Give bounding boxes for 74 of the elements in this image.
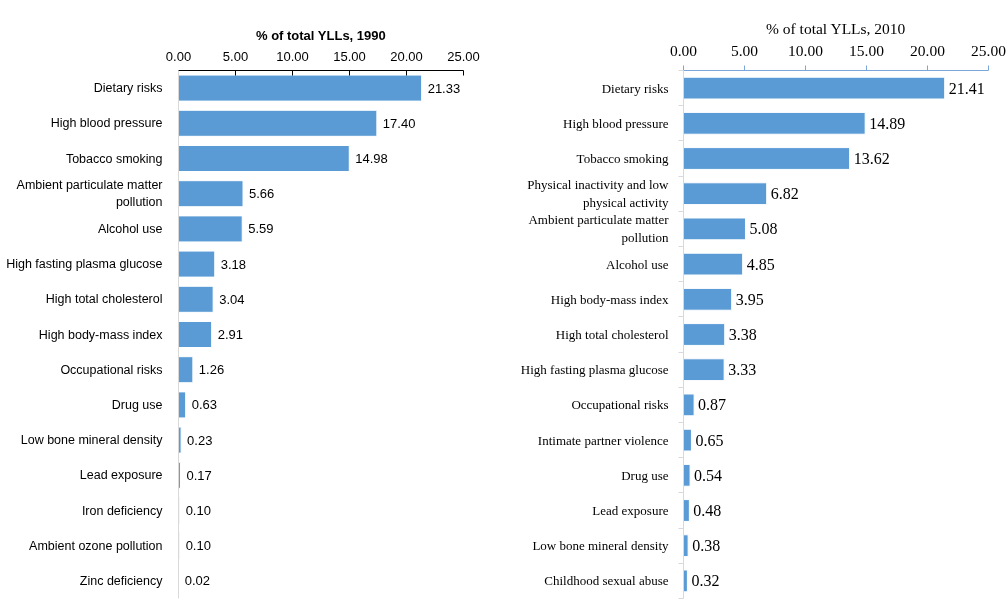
y-tick-label: Lead exposure xyxy=(592,503,669,518)
data-label: 13.62 xyxy=(853,150,890,167)
y-tick-label: Occupational risks xyxy=(571,397,669,413)
y-tick-label: High blood pressure xyxy=(563,115,669,131)
y-tick-label: Drug use xyxy=(621,467,669,483)
x-tick-label: 15.00 xyxy=(849,41,885,59)
data-label: 3.38 xyxy=(728,326,757,343)
y-tick-label: High body-mass index xyxy=(550,291,669,307)
data-label: 0.65 xyxy=(695,431,724,449)
y-tick-label: Dietary risks xyxy=(601,80,669,96)
y-tick-label: Ambient particulate matter pollution xyxy=(528,212,670,246)
y-tick-label: Ambient ozone pollution xyxy=(29,538,163,553)
x-tick-label: 15.00 xyxy=(333,48,366,64)
y-tick-label: Ambient particulate matter pollution xyxy=(16,178,163,210)
data-label: 1.26 xyxy=(198,362,225,378)
data-label: 0.54 xyxy=(694,466,723,484)
x-tick-label: 25.00 xyxy=(971,41,1007,59)
y-tick-label: High body-mass index xyxy=(38,327,164,342)
data-label: 0.10 xyxy=(185,503,211,518)
data-label: 0.48 xyxy=(693,502,722,519)
y-tick-label: Intimate partner violence xyxy=(537,432,669,448)
data-label: 5.66 xyxy=(249,186,275,202)
x-axis-title: % of total YLLs, 1990 xyxy=(255,27,386,43)
y-tick-label: Tobacco smoking xyxy=(65,151,163,166)
data-label: 14.98 xyxy=(355,151,388,166)
data-label: 5.08 xyxy=(749,220,778,238)
data-label: 14.89 xyxy=(869,114,906,132)
y-tick-label: High fasting plasma glucose xyxy=(520,362,669,378)
x-tick-label: 20.00 xyxy=(390,48,423,64)
data-label: 4.85 xyxy=(746,255,775,273)
y-tick-label: Low bone mineral density xyxy=(20,433,164,448)
y-tick-label: Occupational risks xyxy=(60,362,163,377)
y-tick-label: High fasting plasma glucose xyxy=(6,257,163,272)
data-label: 21.33 xyxy=(427,80,461,96)
data-label: 3.95 xyxy=(735,290,764,308)
y-tick-label: High total cholesterol xyxy=(555,327,669,342)
data-label: 0.38 xyxy=(692,537,721,555)
data-label: 3.18 xyxy=(220,256,247,272)
x-tick-label: 25.00 xyxy=(447,48,480,64)
y-tick-label: Iron deficiency xyxy=(81,503,164,518)
x-tick-label: 5.00 xyxy=(730,41,759,59)
x-axis-title: % of total YLLs, 2010 xyxy=(766,19,906,37)
x-tick-label: 20.00 xyxy=(910,41,946,59)
data-label: 0.87 xyxy=(698,396,727,414)
data-label: 0.17 xyxy=(186,467,212,483)
y-tick-label: High blood pressure xyxy=(50,116,163,131)
y-tick-label: Lead exposure xyxy=(79,468,163,483)
data-label: 17.40 xyxy=(382,115,416,131)
data-label: 0.63 xyxy=(191,397,217,413)
x-tick-label: 0.00 xyxy=(165,48,192,64)
data-label: 0.32 xyxy=(691,572,720,590)
data-label: 0.02 xyxy=(184,573,211,589)
data-label: 3.04 xyxy=(219,291,245,307)
y-tick-label: Tobacco smoking xyxy=(576,151,669,166)
x-tick-label: 5.00 xyxy=(222,48,249,64)
data-label: 5.59 xyxy=(248,221,274,237)
data-label: 6.82 xyxy=(770,185,799,203)
y-tick-label: Drug use xyxy=(111,397,163,412)
y-tick-label: Alcohol use xyxy=(97,221,163,236)
data-label: 3.33 xyxy=(728,361,757,379)
data-label: 0.23 xyxy=(187,432,213,448)
data-label: 2.91 xyxy=(217,327,243,342)
y-tick-label: Zinc deficiency xyxy=(79,573,164,588)
y-tick-label: Dietary risks xyxy=(93,81,163,96)
x-tick-label: 0.00 xyxy=(669,41,698,59)
data-label: 0.10 xyxy=(185,538,211,554)
y-tick-label: Childhood sexual abuse xyxy=(544,573,669,589)
y-tick-label: Low bone mineral density xyxy=(532,538,669,554)
y-tick-label: High total cholesterol xyxy=(45,292,163,307)
x-tick-label: 10.00 xyxy=(788,41,824,59)
y-tick-label: Physical inactivity and low physical activity xyxy=(527,177,670,211)
y-tick-label: Alcohol use xyxy=(606,256,669,272)
x-tick-label: 10.00 xyxy=(276,48,309,64)
data-label: 21.41 xyxy=(948,79,985,97)
